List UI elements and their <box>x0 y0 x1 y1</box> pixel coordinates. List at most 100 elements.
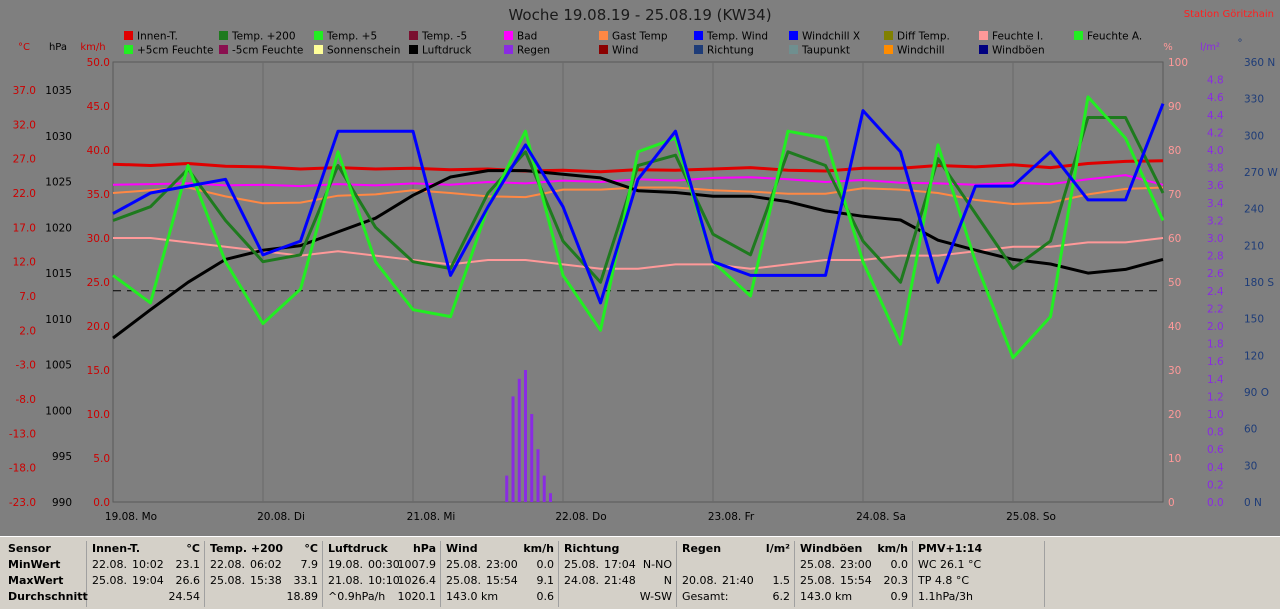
legend-swatch <box>314 31 323 40</box>
legend-item: Windchill X <box>802 31 860 43</box>
stats-avg-value: 1020.1 <box>397 590 437 603</box>
stats-col-unit: hPa <box>412 542 436 555</box>
rain-tick: 4.8 <box>1207 75 1224 87</box>
temp-tick: 22.0 <box>13 188 36 200</box>
stats-min-date: 25.08. <box>564 558 599 571</box>
direction-unit-label: ° <box>1238 38 1243 49</box>
temp-tick: -13.0 <box>9 428 36 440</box>
stats-min-time: 17:04 <box>604 558 636 571</box>
stats-col-unit: l/m² <box>765 542 790 555</box>
stats-column: Regen l/m² 20.08. 21:40 1.5 Gesamt: 6.2 <box>678 541 795 607</box>
rain-tick: 2.2 <box>1207 303 1224 315</box>
legend-item: Diff Temp. <box>897 31 950 43</box>
pressure-tick: 1020 <box>45 222 72 234</box>
stats-column: Luftdruck hPa 19.08. 00:30 1007.9 21.08. 10:10… <box>324 541 441 607</box>
legend-swatch <box>124 31 133 40</box>
stats-avg-label: 143.0 km <box>800 590 853 603</box>
humidity-unit-label: % <box>1163 42 1173 53</box>
legend-swatch <box>694 31 703 40</box>
stats-min-time: 10:02 <box>132 558 164 571</box>
direction-tick: 90 O <box>1244 387 1269 399</box>
stats-max-value: 9.1 <box>536 574 555 587</box>
wind-unit-label: km/h <box>80 42 105 53</box>
wind-tick: 20.0 <box>87 321 110 333</box>
direction-tick: 270 W <box>1244 167 1278 179</box>
rain-tick: 0.6 <box>1207 444 1224 456</box>
legend-item: Feuchte A. <box>1087 31 1142 43</box>
rain-tick: 3.6 <box>1207 180 1224 192</box>
stats-avg-value: 0.9 <box>890 590 909 603</box>
wind-tick: 40.0 <box>87 145 110 157</box>
rain-bar <box>542 475 546 502</box>
stats-col-name: Innen-T. <box>92 542 141 555</box>
stats-max-date: 24.08. <box>564 574 599 587</box>
legend-item: Temp. +200 <box>231 31 296 43</box>
legend-item: Windchill <box>897 45 945 57</box>
stats-max-value: 20.3 <box>883 574 909 587</box>
stats-max-label: MaxWert <box>8 574 64 587</box>
stats-sensor-column: Sensor MinWert MaxWert Durchschnitt <box>0 541 88 607</box>
direction-tick: 240 <box>1244 204 1264 216</box>
stats-col-unit: km/h <box>877 542 908 555</box>
legend-swatch <box>979 31 988 40</box>
stats-max-value: 33.1 <box>293 574 319 587</box>
plot-area <box>112 62 1165 502</box>
stats-min-label: MinWert <box>8 558 61 571</box>
direction-tick: 60 <box>1244 424 1257 436</box>
stats-avg-label: 1.1hPa/3h <box>918 590 974 603</box>
legend-swatch <box>219 31 228 40</box>
legend-item: Regen <box>517 45 550 57</box>
rain-tick: 4.0 <box>1207 145 1224 157</box>
wind-tick: 45.0 <box>87 101 110 113</box>
stats-col-unit: °C <box>186 542 200 555</box>
stats-min-date: 22.08. <box>210 558 245 571</box>
legend-item: +5cm Feuchte <box>137 45 213 57</box>
stats-max-date: TP 4.8 °C <box>918 574 970 587</box>
humidity-tick: 30 <box>1168 365 1181 377</box>
legend-item: Gast Temp <box>612 31 668 43</box>
pressure-tick: 1015 <box>45 268 72 280</box>
humidity-tick: 60 <box>1168 233 1181 245</box>
wind-tick: 35.0 <box>87 189 110 201</box>
legend-swatch <box>599 31 608 40</box>
stats-avg-value: 24.54 <box>168 590 201 603</box>
rain-tick: 2.8 <box>1207 251 1224 263</box>
temp-tick: 27.0 <box>13 154 36 166</box>
stats-column: Richtung 25.08. 17:04 N-NO 24.08. 21:48 N W-SW <box>560 541 677 607</box>
legend-item: Bad <box>517 31 537 43</box>
stats-col-name: PMV+1:14 <box>918 542 983 555</box>
stats-column: Temp. +200 °C 22.08. 06:02 7.9 25.08. 15:38 33.… <box>206 541 323 607</box>
stats-max-date: 25.08. <box>210 574 245 587</box>
station-name: Station Göritzhain <box>1184 9 1274 20</box>
stats-col-name: Temp. +200 <box>210 542 284 555</box>
rain-tick: 3.4 <box>1207 198 1224 210</box>
pressure-tick: 1010 <box>45 314 72 326</box>
pressure-tick: 1030 <box>45 131 72 143</box>
direction-tick: 210 <box>1244 240 1264 252</box>
humidity-tick: 90 <box>1168 101 1181 113</box>
legend-item: Feuchte I. <box>992 31 1043 43</box>
stats-min-date: 22.08. <box>92 558 127 571</box>
stats-max-date: 25.08. <box>92 574 127 587</box>
rain-tick: 1.8 <box>1207 339 1224 351</box>
rain-tick: 2.6 <box>1207 268 1224 280</box>
stats-sensor-header: Sensor <box>8 542 51 555</box>
temp-unit-label: °C <box>18 42 30 53</box>
legend-item: Taupunkt <box>801 45 850 57</box>
series-line <box>113 237 1164 270</box>
stats-max-time: 15:54 <box>840 574 872 587</box>
humidity-tick: 100 <box>1168 57 1188 69</box>
rain-tick: 1.4 <box>1207 374 1224 386</box>
wind-tick: 25.0 <box>87 277 110 289</box>
wind-tick: 5.0 <box>93 453 110 465</box>
stats-min-date: 19.08. <box>328 558 363 571</box>
direction-tick: 30 <box>1244 460 1257 472</box>
legend-swatch <box>789 45 798 54</box>
humidity-tick: 80 <box>1168 145 1181 157</box>
temp-tick: 17.0 <box>13 222 36 234</box>
stats-max-value: 1.5 <box>772 574 791 587</box>
rain-bar <box>511 396 515 502</box>
rain-tick: 4.4 <box>1207 110 1224 122</box>
weather-chart: Woche 19.08.19 - 25.08.19 (KW34) Station… <box>8 6 1279 523</box>
stats-avg-label: Gesamt: <box>682 590 729 603</box>
